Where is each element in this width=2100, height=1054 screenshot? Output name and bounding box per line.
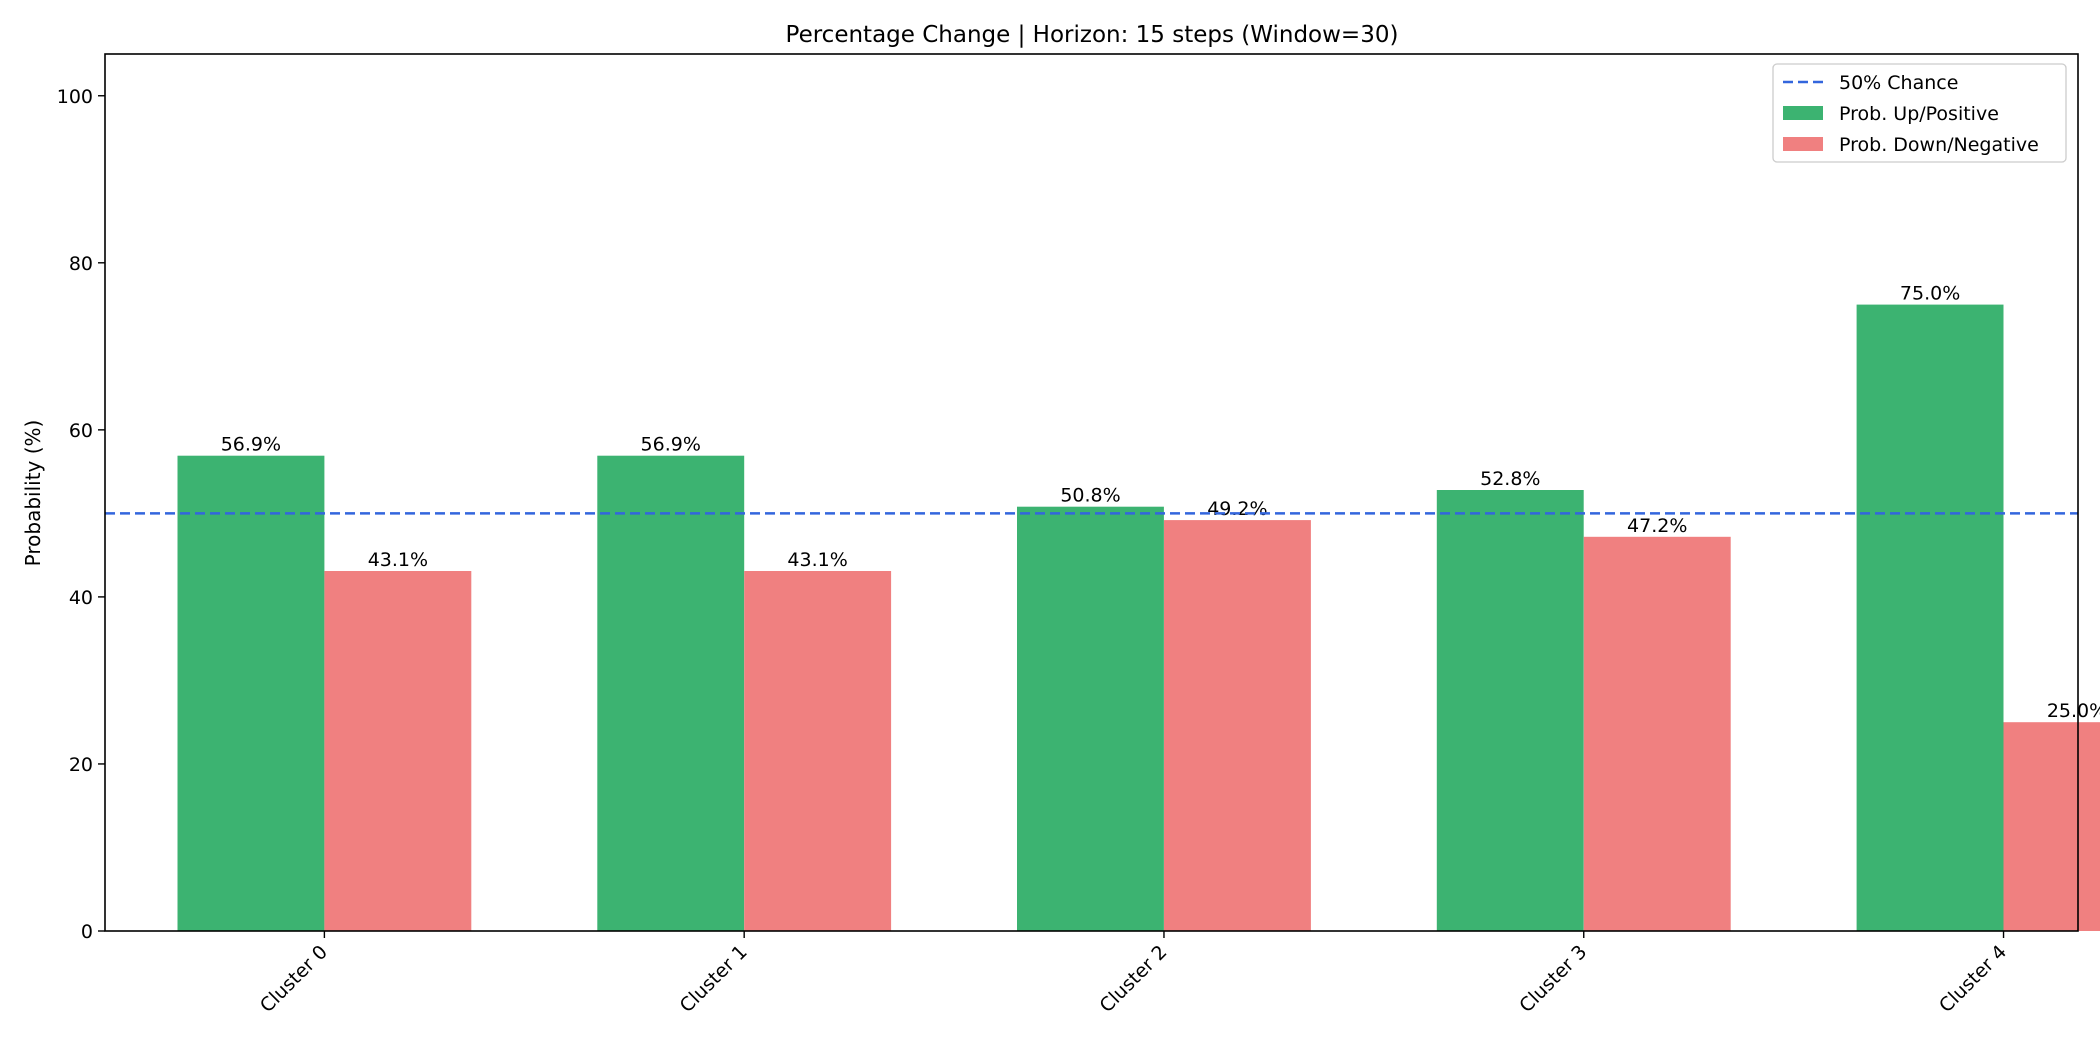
data-label: 49.2% <box>1207 498 1267 520</box>
x-tick-label: Cluster 0 <box>256 941 332 1017</box>
plot-area: 56.9% 56.9% 50.8% 52.8% 75.0% 43.1% 43.1% 49.2%… <box>57 54 2100 1017</box>
bar-down-4 <box>2004 722 2100 931</box>
legend-item-up-swatch <box>1783 106 1823 120</box>
x-tick-label: Cluster 2 <box>1095 941 1171 1017</box>
legend-item-down-label: Prob. Down/Negative <box>1839 134 2039 156</box>
y-tick-label: 80 <box>69 253 93 275</box>
bar-up-2 <box>1017 507 1164 931</box>
legend-item-down-swatch <box>1783 137 1823 151</box>
bar-up-4 <box>1857 305 2004 931</box>
y-tick-label: 60 <box>69 420 93 442</box>
y-tick-label: 40 <box>69 587 93 609</box>
x-tick-label: Cluster 3 <box>1515 941 1591 1017</box>
data-label: 43.1% <box>787 549 847 571</box>
y-tick-label: 100 <box>57 86 93 108</box>
data-label: 43.1% <box>368 549 428 571</box>
x-tick-label: Cluster 1 <box>676 941 752 1017</box>
bar-up-1 <box>597 456 744 931</box>
x-tick-label: Cluster 4 <box>1935 941 2011 1017</box>
data-label: 25.0% <box>2047 700 2100 722</box>
data-label: 56.9% <box>221 434 281 456</box>
legend-item-50-chance-label: 50% Chance <box>1839 72 1958 94</box>
bar-down-2 <box>1164 520 1311 931</box>
y-axis-label: Probability (%) <box>21 420 45 567</box>
bar-up-0 <box>178 456 325 931</box>
data-label: 56.9% <box>641 434 701 456</box>
bar-down-0 <box>324 571 471 931</box>
y-tick-label: 0 <box>81 921 93 943</box>
legend: 50% Chance Prob. Up/Positive Prob. Down/Ne… <box>1773 64 2066 162</box>
data-label: 52.8% <box>1480 468 1540 490</box>
chart-title: Percentage Change | Horizon: 15 steps (W… <box>786 22 1399 48</box>
bar-down-3 <box>1584 537 1731 931</box>
legend-item-up-label: Prob. Up/Positive <box>1839 103 1999 125</box>
data-label: 47.2% <box>1627 515 1687 537</box>
data-label: 75.0% <box>1900 283 1960 305</box>
y-tick-label: 20 <box>69 754 93 776</box>
data-label: 50.8% <box>1060 485 1120 507</box>
bar-down-1 <box>744 571 891 931</box>
bar-up-3 <box>1437 490 1584 931</box>
